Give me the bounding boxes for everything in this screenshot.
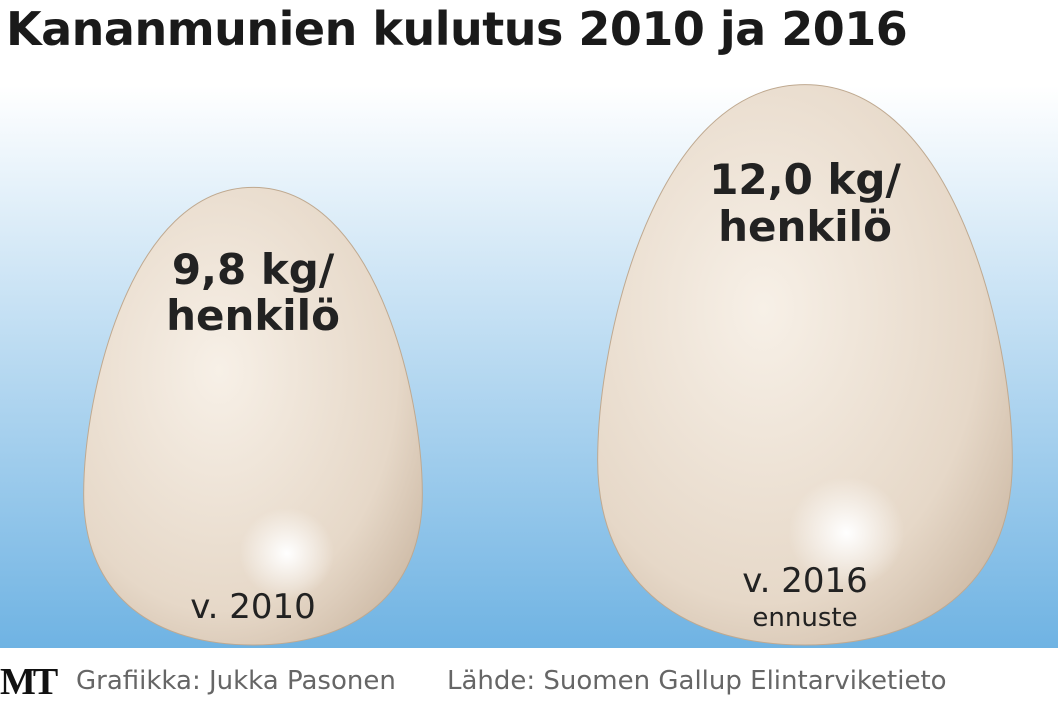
egg-shine — [788, 476, 905, 589]
value-label: 12,0 kg/ henkilö — [709, 155, 901, 251]
egg — [83, 186, 423, 646]
category-label: v. 2016 — [742, 561, 868, 601]
chart-title: Kananmunien kulutus 2010 ja 2016 — [6, 2, 908, 56]
category-note: ennuste — [752, 603, 858, 633]
logo: MT — [0, 661, 58, 703]
egg — [597, 84, 1013, 646]
credit: Grafiikka: Jukka Pasonen — [76, 666, 396, 696]
source: Lähde: Suomen Gallup Elintarviketieto — [447, 666, 947, 696]
category-label: v. 2010 — [190, 587, 316, 627]
egg-shine — [239, 507, 335, 600]
value-label: 9,8 kg/ henkilö — [166, 244, 340, 341]
